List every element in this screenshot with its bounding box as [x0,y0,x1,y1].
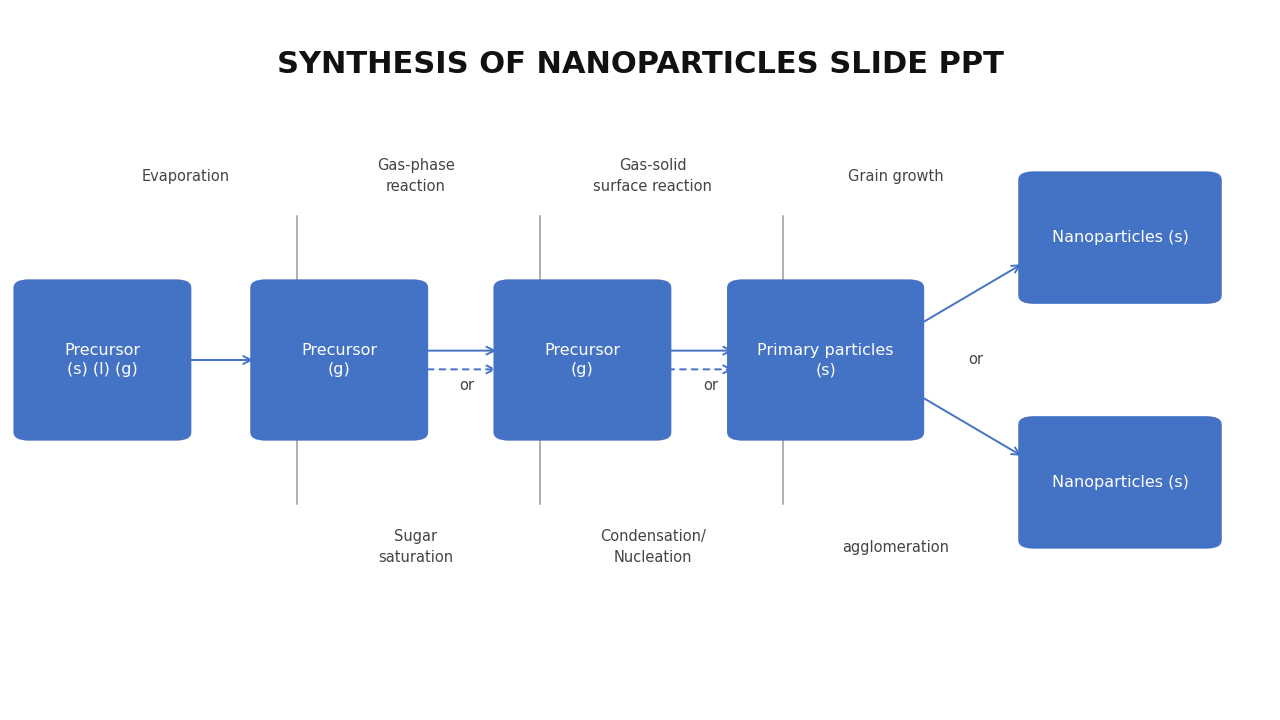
Text: Nanoparticles (s): Nanoparticles (s) [1052,475,1188,490]
Text: Evaporation: Evaporation [142,169,229,184]
Text: agglomeration: agglomeration [842,540,950,554]
Text: Sugar
saturation: Sugar saturation [379,529,453,565]
FancyBboxPatch shape [1019,416,1221,549]
Text: or: or [460,378,475,392]
FancyBboxPatch shape [251,279,428,441]
Text: Gas-solid
surface reaction: Gas-solid surface reaction [594,158,712,194]
Text: Precursor
(s) (l) (g): Precursor (s) (l) (g) [64,343,141,377]
Text: or: or [703,378,718,392]
FancyBboxPatch shape [13,279,192,441]
Text: Precursor
(g): Precursor (g) [544,343,621,377]
Text: SYNTHESIS OF NANOPARTICLES SLIDE PPT: SYNTHESIS OF NANOPARTICLES SLIDE PPT [276,50,1004,79]
Text: Gas-phase
reaction: Gas-phase reaction [378,158,454,194]
FancyBboxPatch shape [727,279,924,441]
Text: Condensation/
Nucleation: Condensation/ Nucleation [600,529,705,565]
Text: Grain growth: Grain growth [849,169,943,184]
FancyBboxPatch shape [1019,171,1221,304]
Text: Nanoparticles (s): Nanoparticles (s) [1052,230,1188,245]
Text: or: or [968,353,983,367]
Text: Primary particles
(s): Primary particles (s) [758,343,893,377]
Text: Precursor
(g): Precursor (g) [301,343,378,377]
FancyBboxPatch shape [494,279,671,441]
